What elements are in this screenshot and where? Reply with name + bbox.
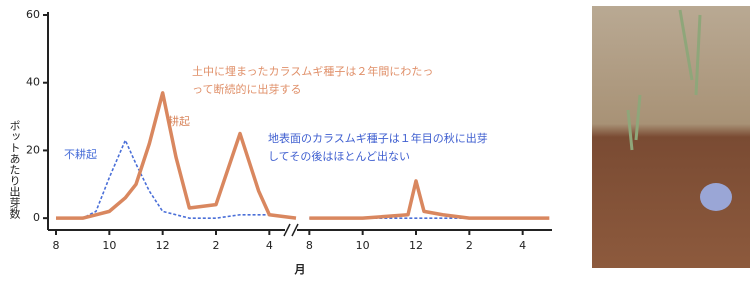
axis-break	[284, 224, 298, 236]
x-tick-label: 10	[102, 239, 116, 252]
figure: ポットあたり出芽数 月 0 20 40 60 8 10 12 2 4 8 10 12 2 4 不耕起 耕起 土中…	[0, 0, 754, 281]
x-tick-label: 4	[266, 239, 273, 252]
y-tick-label: 20	[26, 143, 40, 156]
x-tick-label: 8	[306, 239, 313, 252]
x-tick-label: 10	[356, 239, 370, 252]
annotation: って断続的に出芽する	[192, 82, 301, 96]
x-tick-label: 12	[156, 239, 170, 252]
x-axis-label: 月	[294, 263, 306, 276]
soil-photo	[592, 6, 750, 268]
annotation: 地表面のカラスムギ種子は１年目の秋に出芽	[268, 131, 488, 145]
y-tick-label: 60	[26, 8, 40, 21]
y-tick-label: 40	[26, 76, 40, 89]
photo	[592, 6, 750, 268]
series-label: 耕起	[168, 114, 190, 128]
x-tick-label: 12	[409, 239, 423, 252]
x-tick-label: 2	[466, 239, 473, 252]
x-tick-label: 4	[519, 239, 526, 252]
y-axis-label: ポットあたり出芽数	[8, 120, 21, 220]
x-tick-label: 2	[213, 239, 220, 252]
annotation: 土中に埋まったカラスムギ種子は２年間にわたっ	[192, 64, 433, 78]
seed-marker	[700, 183, 732, 211]
annotation: してその後はほとんど出ない	[268, 149, 410, 163]
series-label: 不耕起	[64, 147, 97, 161]
x-tick-label: 8	[53, 239, 60, 252]
y-tick-label: 0	[33, 211, 40, 224]
